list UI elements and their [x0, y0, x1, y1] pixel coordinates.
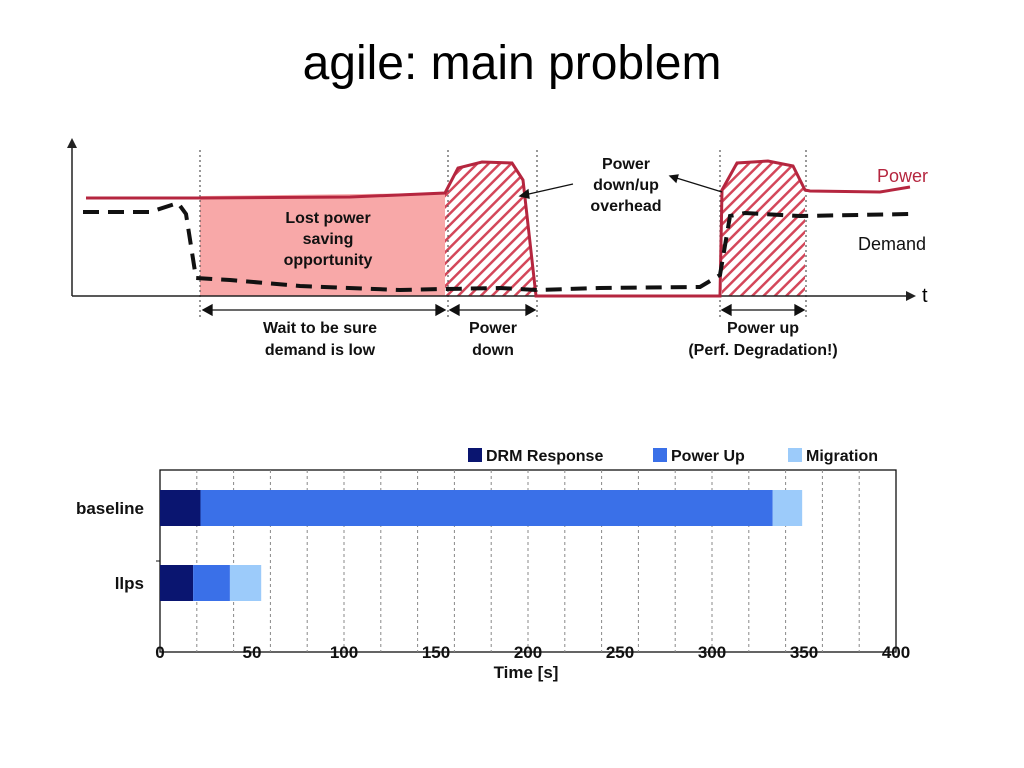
svg-text:Power: Power [469, 320, 517, 337]
bar-llps-power-up [193, 565, 230, 601]
svg-text:down/up: down/up [593, 177, 659, 194]
x-tick-label: 0 [155, 643, 164, 662]
power-up-label: Power up (Perf. Degradation!) [688, 320, 837, 359]
bar-llps-migration [229, 565, 262, 601]
category-label: llps [115, 574, 144, 593]
lost-opportunity-label: Lost power saving opportunity [284, 210, 373, 269]
wait-label: Wait to be sure demand is low [263, 320, 377, 359]
stacked-bar-chart: DRM Response Power Up Migration baseline ll… [76, 448, 910, 682]
legend-label: DRM Response [486, 448, 603, 465]
lost-opportunity-region [200, 193, 445, 296]
slide-title: agile: main problem [302, 37, 722, 90]
x-tick-label: 250 [606, 643, 634, 662]
x-tick-labels: 0 50 100 150 200 250 300 350 400 [155, 643, 910, 662]
power-down-label: Power down [469, 320, 517, 359]
bars [160, 490, 803, 601]
power-up-region [722, 161, 805, 296]
legend-power: Power [877, 166, 928, 186]
category-label: baseline [76, 499, 144, 518]
overhead-label: Power down/up overhead [590, 156, 661, 215]
svg-text:Power: Power [602, 156, 650, 173]
x-tick-label: 200 [514, 643, 542, 662]
svg-text:Wait to be sure: Wait to be sure [263, 320, 377, 337]
bar-baseline-drm-response [160, 490, 201, 526]
legend-label: Migration [806, 448, 878, 465]
category-labels: baseline llps [76, 499, 144, 593]
svg-text:(Perf. Degradation!): (Perf. Degradation!) [688, 342, 837, 359]
legend-swatch [653, 448, 667, 462]
x-tick-label: 100 [330, 643, 358, 662]
span-arrows [201, 303, 806, 317]
bar-llps-drm-response [160, 565, 194, 601]
legend-demand: Demand [858, 234, 926, 254]
x-tick-label: 350 [790, 643, 818, 662]
overhead-pointers [518, 174, 723, 199]
x-tick-label: 300 [698, 643, 726, 662]
svg-text:overhead: overhead [590, 198, 661, 215]
svg-text:Power up: Power up [727, 320, 799, 337]
x-axis-label: Time [s] [494, 663, 559, 682]
power-down-region [445, 162, 536, 296]
svg-text:Lost power: Lost power [285, 210, 370, 227]
svg-text:opportunity: opportunity [284, 252, 373, 269]
power-curve [86, 159, 911, 298]
x-tick-label: 50 [243, 643, 262, 662]
svg-text:demand is low: demand is low [265, 342, 376, 359]
x-tick-label: 150 [422, 643, 450, 662]
diagram-axes [71, 142, 912, 297]
legend-label: Power Up [671, 448, 745, 465]
bar-baseline-migration [772, 490, 803, 526]
legend-swatch [788, 448, 802, 462]
t-axis-arrow [906, 291, 916, 301]
x-tick-label: 400 [882, 643, 910, 662]
chart-legend: DRM Response Power Up Migration [468, 448, 878, 465]
legend-swatch [468, 448, 482, 462]
bar-baseline-power-up [200, 490, 773, 526]
y-axis-arrow [67, 138, 77, 148]
t-axis-label: t [922, 285, 928, 307]
svg-text:down: down [472, 342, 514, 359]
demand-curve [83, 200, 911, 293]
power-demand-diagram: t Power Demand Lost power saving opportu… [67, 138, 928, 359]
svg-text:saving: saving [303, 231, 354, 248]
